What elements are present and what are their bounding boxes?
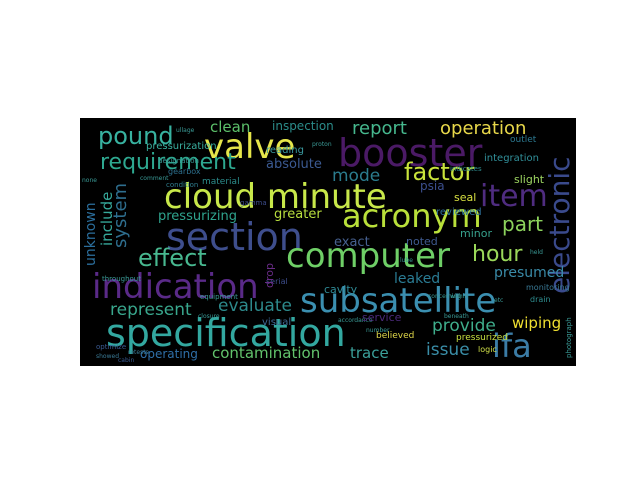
word-proton: proton: [312, 141, 332, 148]
word-lube: lube: [400, 257, 413, 264]
word-trace: trace: [350, 344, 389, 362]
word-service: service: [362, 311, 402, 324]
word-slight: slight: [514, 173, 545, 186]
word-greater: greater: [274, 207, 322, 222]
word-subsatellite: subsatellite: [300, 281, 497, 321]
word-condition: condition: [166, 181, 199, 189]
word-pressurized: pressurized: [456, 333, 509, 343]
word-specification: specification: [106, 311, 346, 355]
word-provide: provide: [432, 316, 496, 336]
word-psia: psia: [420, 179, 445, 193]
word-etc: etc: [494, 297, 504, 304]
word-closure: closure: [198, 313, 220, 320]
word-cloud-minute: cloud minute: [164, 177, 387, 217]
word-indication: indication: [92, 267, 259, 307]
word-gearbox: gearbox: [168, 167, 201, 176]
word-held: held: [530, 249, 543, 256]
word-include: include: [98, 191, 116, 246]
word-clean: clean: [210, 118, 251, 136]
word-beneath: beneath: [444, 313, 469, 320]
word-serial: serial: [266, 277, 288, 286]
word-concerning: concerning: [428, 293, 462, 300]
word-reading: reading: [266, 145, 304, 156]
word-mode: mode: [332, 166, 381, 186]
word-hour: hour: [472, 242, 523, 267]
word-reviewed: reviewed: [436, 207, 482, 218]
word-ullage: ullage: [176, 127, 195, 134]
word-equipment: equipment: [200, 293, 238, 301]
word-accordance: accordance: [338, 317, 373, 324]
word-acronym: acronym: [342, 197, 482, 235]
word-believed: believed: [376, 331, 415, 341]
word-gamma: gamma: [240, 199, 267, 207]
word-logic: logic: [478, 345, 497, 354]
word-none: none: [82, 177, 97, 184]
word-booster: booster: [338, 131, 483, 175]
word-visual: visual: [262, 317, 292, 328]
word-retests: retests: [128, 349, 149, 356]
word-operation: operation: [440, 118, 527, 139]
word-integration: integration: [484, 153, 539, 164]
word-throughout: throughout: [102, 275, 141, 283]
word-part: part: [502, 212, 544, 236]
word-optimize: optimize: [96, 343, 127, 351]
word-cabin: cabin: [118, 357, 135, 364]
word-pound: pound: [98, 122, 174, 150]
word-indicates: indicates: [450, 165, 482, 173]
word-issue: issue: [426, 340, 470, 360]
word-factor: factor: [404, 158, 475, 186]
word-cavity: cavity: [324, 283, 358, 296]
word-comment: comment: [140, 175, 169, 182]
word-item: item: [480, 179, 548, 214]
word-unknown: unknown: [83, 202, 99, 266]
word-ifa: ifa: [492, 327, 532, 365]
word-computer: computer: [286, 236, 450, 276]
word-drain: drain: [530, 295, 551, 304]
word-designation: designation: [158, 157, 199, 165]
word-drop: drop: [263, 263, 276, 288]
word-absolute: absolute: [266, 157, 322, 172]
word-number: number: [366, 327, 390, 334]
word-exact: exact: [334, 235, 370, 250]
word-outlet: outlet: [510, 135, 537, 145]
word-showed: showed: [96, 353, 120, 360]
word-pressurizing: pressurizing: [158, 209, 237, 224]
word-minor: minor: [460, 227, 492, 240]
word-valve: valve: [204, 127, 296, 167]
word-requirement: requirement: [100, 150, 236, 175]
word-evaluate: evaluate: [218, 296, 292, 316]
word-contamination: contamination: [212, 344, 321, 362]
word-effect: effect: [138, 244, 207, 272]
word-monitoring: monitoring: [526, 283, 570, 292]
word-cloud: specification subsatellite indication se…: [80, 118, 576, 366]
word-within: within: [450, 293, 469, 300]
word-leaked: leaked: [394, 271, 441, 287]
word-operating: operating: [140, 347, 198, 361]
word-presumed: presumed: [494, 265, 565, 281]
word-represent: represent: [110, 300, 192, 320]
word-section: section: [166, 215, 303, 259]
word-wiping: wiping: [512, 314, 562, 332]
word-noted: noted: [406, 235, 438, 248]
word-photograph: photograph: [565, 317, 573, 358]
word-report: report: [352, 118, 407, 139]
word-seal: seal: [454, 191, 477, 204]
word-pressurization: pressurization: [146, 141, 217, 152]
word-material: material: [202, 177, 240, 187]
word-inspection: inspection: [272, 119, 334, 133]
